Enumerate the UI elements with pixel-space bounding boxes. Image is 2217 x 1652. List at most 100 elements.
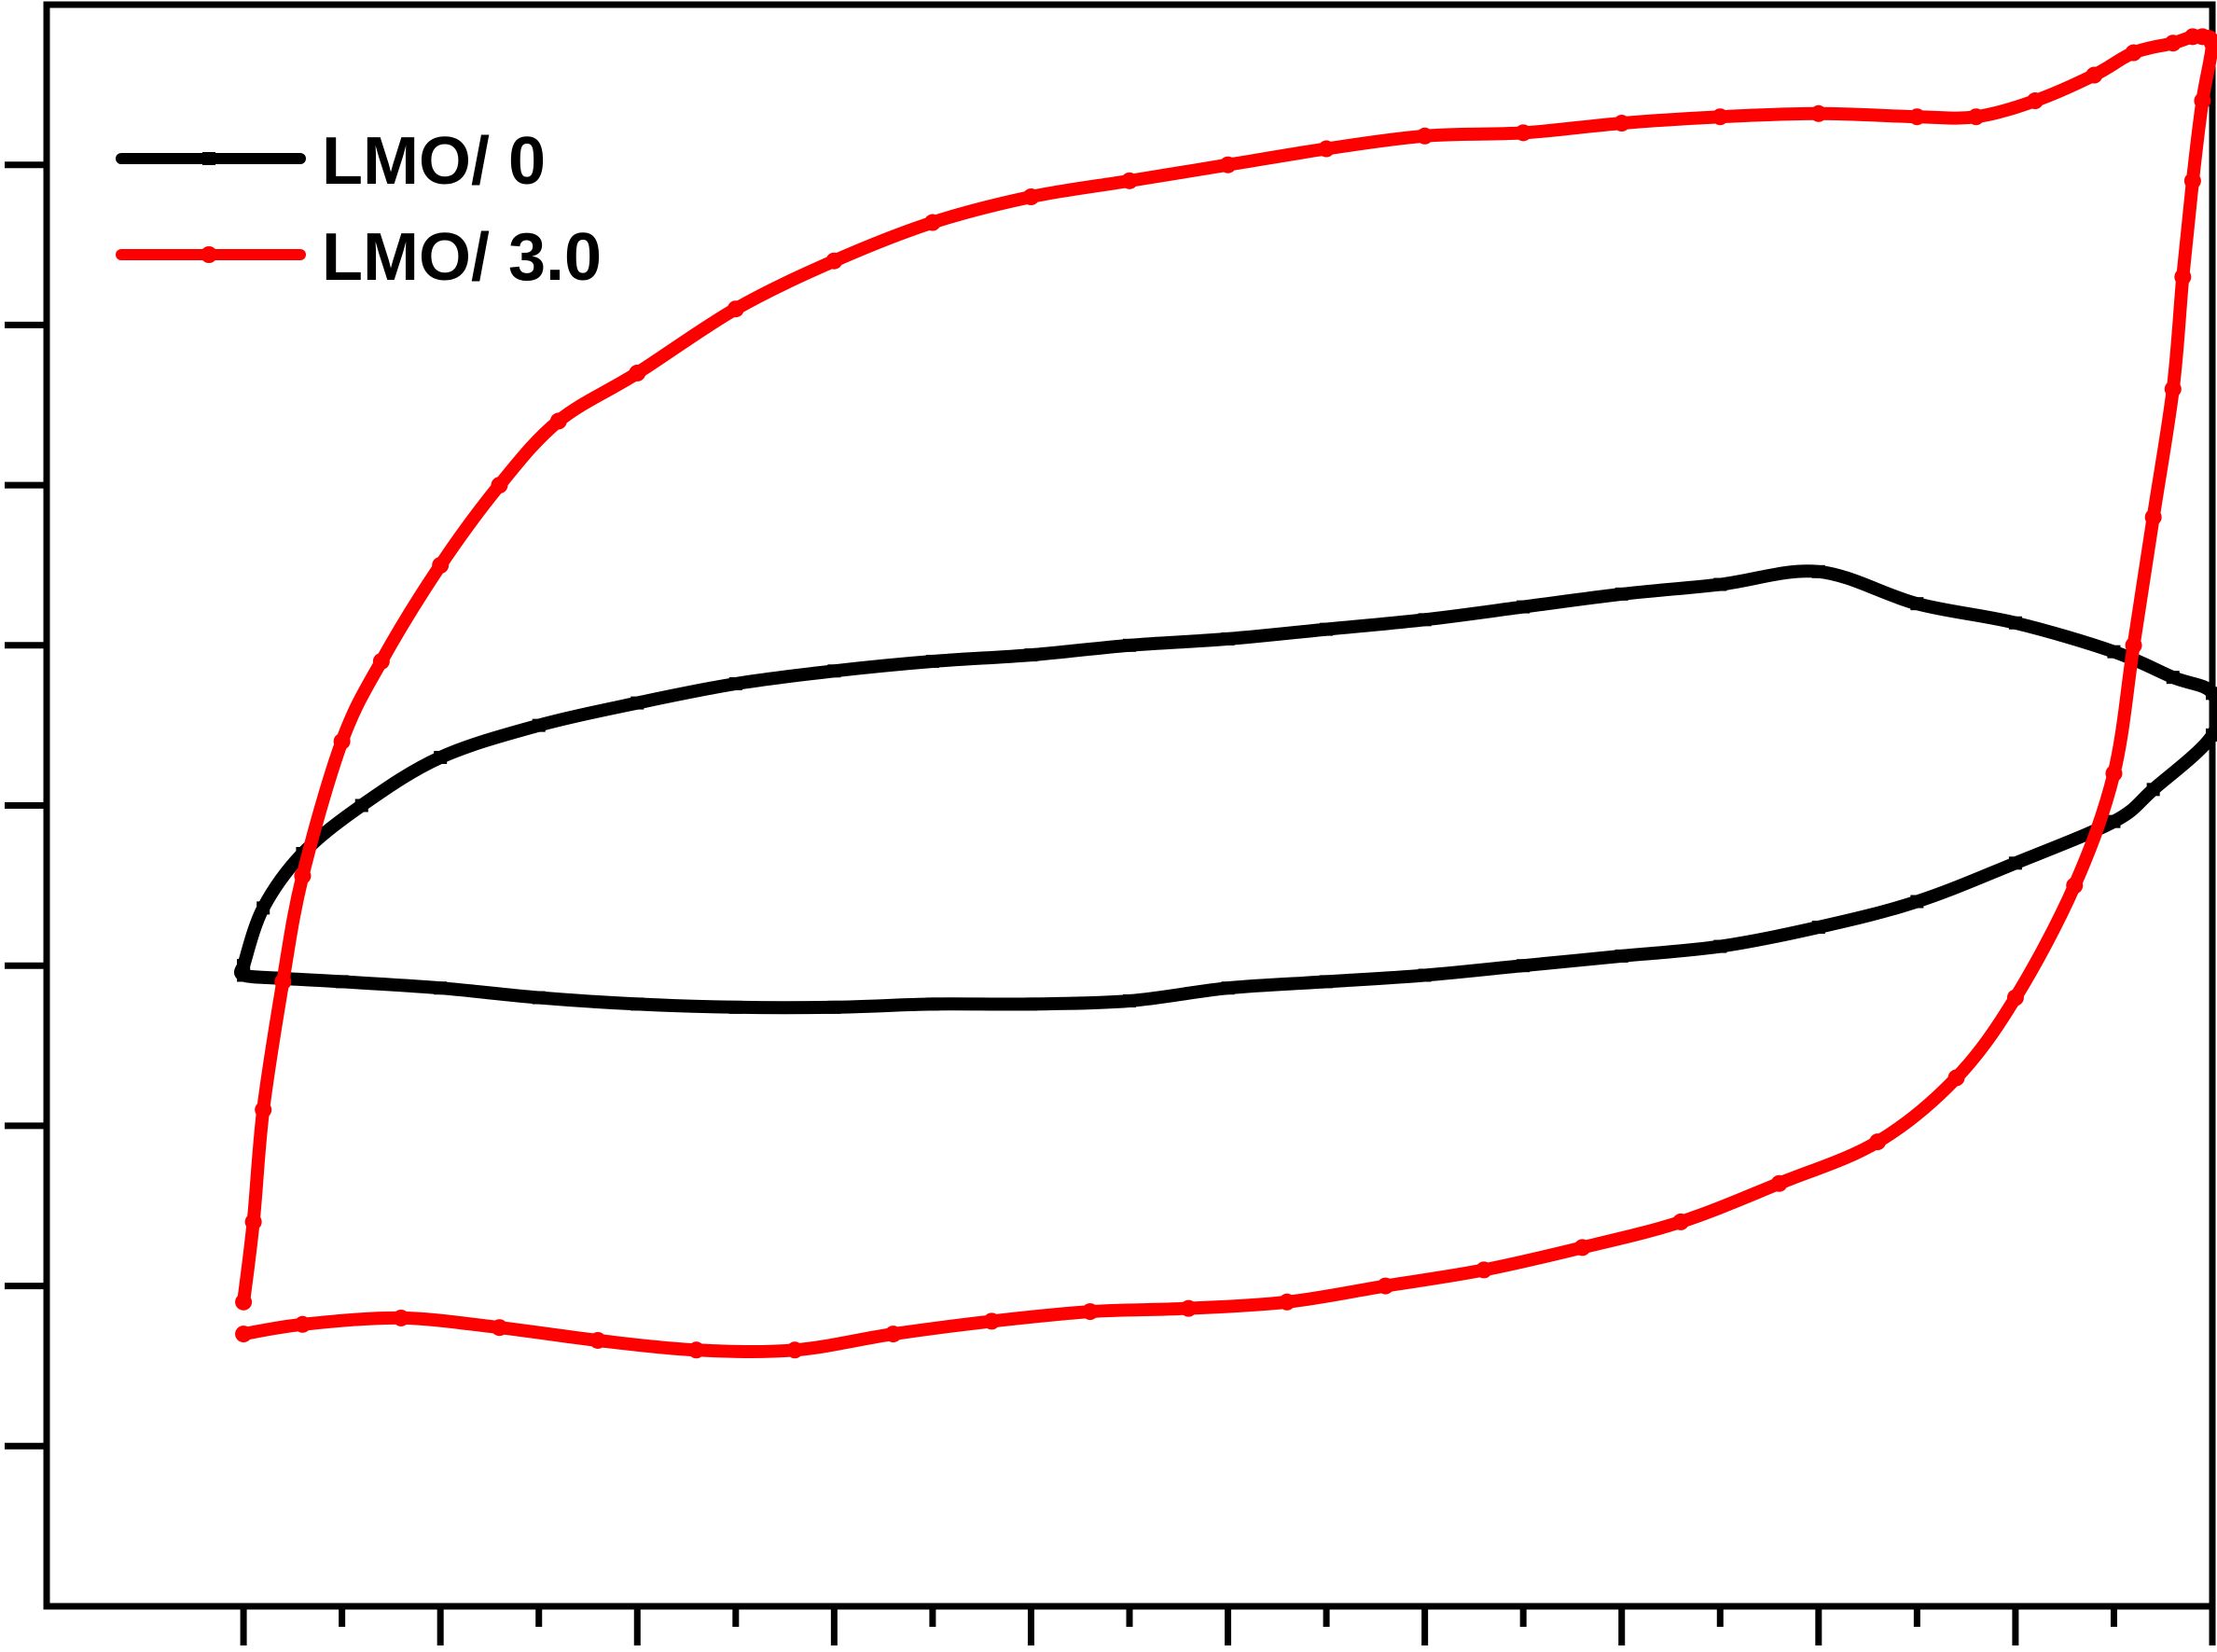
series-0-point-39 [827,1000,841,1014]
series-0-point-4 [434,750,448,764]
series-1-point-12 [825,252,843,270]
series-1-point-37 [2125,636,2142,654]
series-1-point-42 [1869,1133,1887,1151]
legend-label-lmo-3: LMO/ 3.0 [322,220,602,295]
series-0-point-20 [2008,616,2022,630]
series-0-point-29 [1811,920,1825,934]
series-0-point-23 [2206,687,2217,701]
series-1-point-16 [1219,156,1237,174]
x-axis-ticks [240,1606,2216,1645]
series-0-point-32 [1517,959,1531,973]
series-1-point-14 [1022,188,1040,206]
series-1-point-54 [687,1341,705,1359]
series-0-point-25 [2146,783,2160,797]
series-1-point-10 [629,364,646,382]
series-1-point-45 [1573,1239,1591,1256]
series-1-point-25 [2027,92,2044,110]
series-0-point-16 [1614,587,1628,601]
series-0-point-33 [1418,968,1432,982]
series-1-point-19 [1515,124,1532,142]
series-1-point-31 [2204,35,2217,52]
series-0-point-26 [2107,814,2121,828]
series-0-point-36 [1123,993,1136,1007]
series-1-point-26 [2085,66,2103,84]
legend: LMO/ 0 LMO/ 3.0 [116,124,602,295]
series-1-point-50 [1081,1303,1099,1321]
series-1-point-3 [274,973,292,991]
series-1-point-40 [2006,989,2024,1006]
series-0-point-24 [2206,728,2217,742]
series-0-point-47 [237,959,251,973]
series-1-point-15 [1121,172,1138,189]
series-0-point-12 [1221,632,1235,646]
series-1-point-39 [2066,877,2084,895]
series-0-point-43 [434,981,448,995]
series-0-point-37 [1024,997,1038,1011]
series-1-point-24 [1967,108,1985,126]
series-0-point-28 [1910,895,1924,909]
series-0-point-8 [827,664,841,678]
series-1-point-53 [786,1341,804,1359]
series-1-point-47 [1377,1277,1394,1295]
series-0-point-9 [925,654,939,668]
series-0-point-6 [630,696,644,710]
series-1-point-32 [2194,92,2211,110]
series-1-point-38 [2105,765,2123,783]
series-1-point-2 [255,1101,272,1118]
series-1-point-4 [294,868,312,885]
series-1-point-55 [589,1331,607,1349]
series-0-point-22 [2166,671,2180,685]
series-1-point-52 [884,1326,902,1343]
series-0-point-42 [532,991,546,1005]
series-0-point-27 [2008,856,2022,870]
series-1-point-35 [2164,381,2182,398]
series-1-point-21 [1711,108,1729,126]
series-0-point-38 [925,997,939,1011]
series-1-point-5 [333,732,351,750]
series-0-point-11 [1123,638,1136,652]
series-1-point-51 [983,1312,1001,1330]
series-0-point-10 [1024,648,1038,662]
series-0-point-41 [630,997,644,1011]
series-1-point-28 [2164,35,2182,52]
series-0-point-17 [1713,577,1727,591]
series-0-point-44 [335,975,349,989]
legend-marker-lmo-3 [201,246,217,263]
legend-marker-lmo-0 [202,152,215,165]
series-1-point-13 [923,214,941,231]
series-1-point-33 [2183,172,2201,189]
series-1-point-6 [372,652,390,670]
series-0-point-14 [1418,613,1432,627]
series-0-point-18 [1811,564,1825,578]
series-1-point-27 [2125,44,2142,62]
series-0 [234,564,2217,1015]
series-1-point-59 [235,1326,253,1343]
series-1-point-46 [1475,1261,1492,1279]
series-1-point-34 [2174,268,2192,285]
series-1-point-20 [1613,115,1630,132]
series-1-point-22 [1809,104,1827,122]
series-1-point-57 [392,1309,409,1326]
series-1 [235,28,2217,1359]
series-1-point-9 [549,412,567,430]
series-0-point-13 [1320,622,1334,636]
series-1-point-36 [2144,508,2162,526]
legend-label-lmo-0: LMO/ 0 [322,124,546,199]
series-0-point-30 [1713,939,1727,953]
series-1-point-56 [491,1319,508,1337]
series-0-point-21 [2107,645,2121,659]
series-1-point-43 [1770,1174,1788,1192]
series-1-point-49 [1180,1299,1198,1317]
series-1-point-1 [244,1213,262,1230]
series-0-point-7 [728,677,742,691]
series-1-point-18 [1416,127,1434,145]
series-1-point-7 [432,556,450,574]
series-1-point-23 [1908,108,1926,126]
series-0-point-15 [1517,600,1531,614]
series-layer [234,28,2217,1359]
series-0-point-40 [728,1000,742,1014]
series-1-point-11 [727,300,744,318]
series-1-point-44 [1672,1213,1690,1230]
